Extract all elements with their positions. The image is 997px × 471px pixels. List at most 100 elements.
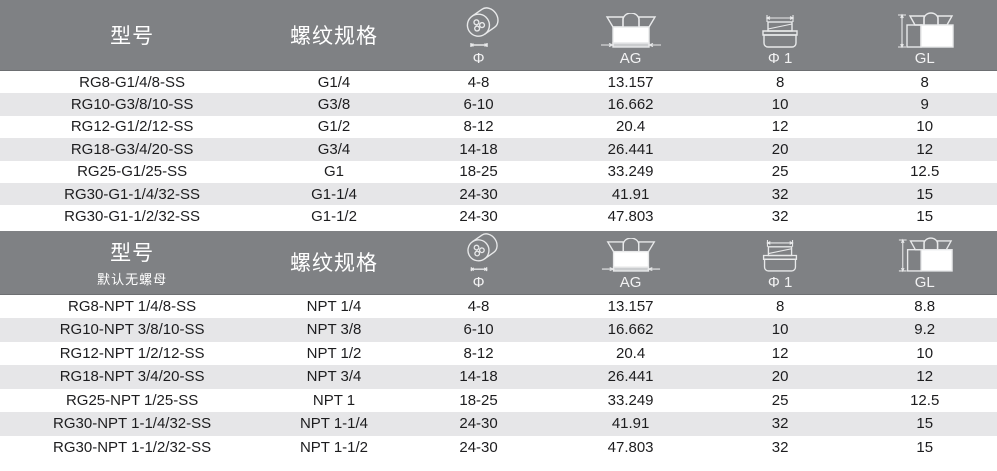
table-row: RG30-NPT 1-1/2/32-SS NPT 1-1/2 24-30 47.803… — [0, 435, 997, 460]
cable-range-cell: 24-30 — [459, 415, 498, 433]
thread-spec-cell: G1/4 — [317, 73, 351, 91]
ag-value-cell: 47.803 — [607, 438, 654, 456]
model-cell: RG30-NPT 1-1/4/32-SS — [53, 415, 212, 433]
gland-body-ag-icon — [600, 237, 661, 272]
gland-spec-table: 型号 螺纹规格 Φ AG Φ 1 GL RG8-G1/4/8-SS G1/4 4-8… — [0, 0, 997, 460]
model-cell: RG30-G1-1/4/32-SS — [64, 185, 201, 203]
cable-diameter-icon — [461, 7, 501, 48]
table-row: RG12-G1/2/12-SS G1/2 8-12 20.4 12 10 — [0, 115, 997, 139]
cable-range-cell: 6-10 — [463, 321, 494, 339]
cable-range-cell: 4-8 — [467, 73, 490, 91]
table-row: RG30-G1-1/4/32-SS G1-1/4 24-30 41.91 32 15 — [0, 182, 997, 206]
model-header-note: 默认无螺母 — [97, 271, 168, 287]
thread-spec-cell: NPT 1 — [312, 391, 356, 409]
thread-spec-cell: NPT 1-1/4 — [299, 415, 369, 433]
dim-label-ag: AG — [619, 50, 642, 67]
gland-length-icon — [897, 237, 953, 272]
cable-range-cell: 6-10 — [463, 96, 494, 114]
model-cell: RG25-NPT 1/25-SS — [65, 391, 199, 409]
ag-value-cell: 26.441 — [607, 140, 654, 158]
thread-spec-cell: NPT 1/2 — [306, 344, 362, 362]
model-cell: RG18-NPT 3/4/20-SS — [59, 368, 205, 386]
phi1-value-cell: 32 — [771, 438, 789, 456]
col-header-thread-diameter: Φ 1 — [708, 231, 853, 294]
table1-header: 型号 螺纹规格 Φ AG Φ 1 GL — [0, 0, 997, 71]
thread-diameter-icon — [763, 239, 798, 272]
phi1-value-cell: 12 — [771, 118, 789, 136]
table-row: RG8-NPT 1/4/8-SS NPT 1/4 4-8 13.157 8 8.8 — [0, 294, 997, 319]
gl-value-cell: 10 — [916, 344, 934, 362]
gl-value-cell: 15 — [916, 185, 934, 203]
phi1-value-cell: 20 — [771, 368, 789, 386]
cable-range-cell: 24-30 — [459, 208, 498, 226]
col-header-thread-spec: 螺纹规格 — [264, 0, 404, 70]
col-header-cable-diameter: Φ — [404, 231, 554, 294]
phi1-value-cell: 20 — [771, 140, 789, 158]
phi1-value-cell: 25 — [771, 391, 789, 409]
col-header-thread-length: GL — [852, 0, 997, 70]
model-cell: RG30-G1-1/2/32-SS — [64, 208, 201, 226]
gl-value-cell: 15 — [916, 415, 934, 433]
dim-label-phi1: Φ 1 — [767, 273, 793, 291]
table-row: RG25-G1/25-SS G1 18-25 33.249 25 12.5 — [0, 160, 997, 183]
phi1-value-cell: 32 — [771, 185, 789, 203]
table-row: RG8-G1/4/8-SS G1/4 4-8 13.157 8 8 — [0, 71, 997, 94]
col-header-across-flats: AG — [553, 231, 708, 294]
table-row: RG18-G3/4/20-SS G3/4 14-18 26.441 20 12 — [0, 138, 997, 161]
thread-diameter-icon — [762, 14, 798, 48]
thread-spec-cell: NPT 1/4 — [306, 297, 362, 315]
gl-value-cell: 9 — [920, 96, 929, 114]
phi1-value-cell: 12 — [771, 344, 789, 362]
dim-label-gl: GL — [914, 273, 935, 291]
cable-range-cell: 4-8 — [467, 297, 490, 315]
model-cell: RG8-G1/4/8-SS — [79, 73, 186, 91]
gl-value-cell: 9.2 — [914, 321, 936, 339]
ag-value-cell: 20.4 — [615, 344, 646, 362]
gl-value-cell: 15 — [916, 208, 934, 226]
cable-range-cell: 8-12 — [463, 344, 494, 362]
gl-value-cell: 12 — [916, 368, 934, 386]
gl-value-cell: 12.5 — [910, 163, 940, 181]
cable-range-cell: 24-30 — [459, 438, 498, 456]
ag-value-cell: 13.157 — [607, 297, 654, 315]
col-header-thread-spec: 螺纹规格 — [264, 231, 404, 294]
ag-value-cell: 20.4 — [615, 118, 646, 136]
table-row: RG12-NPT 1/2/12-SS NPT 1/2 8-12 20.4 12 10 — [0, 341, 997, 366]
col-header-across-flats: AG — [553, 0, 708, 70]
thread-spec-header-label: 螺纹规格 — [289, 252, 378, 276]
table2-rows: RG8-NPT 1/4/8-SS NPT 1/4 4-8 13.157 8 8.8 RG10… — [0, 294, 997, 460]
gl-value-cell: 10 — [916, 118, 934, 136]
cable-range-cell: 14-18 — [459, 140, 498, 158]
table1-rows: RG8-G1/4/8-SS G1/4 4-8 13.157 8 8 RG10-G3/8/10… — [0, 71, 997, 228]
ag-value-cell: 47.803 — [607, 208, 654, 226]
table2-header: 型号 默认无螺母 螺纹规格 Φ AG Φ 1 GL — [0, 230, 997, 295]
cable-range-cell: 24-30 — [459, 185, 498, 203]
table-row: RG10-G3/8/10-SS G3/8 6-10 16.662 10 9 — [0, 93, 997, 116]
dim-label-gl: GL — [914, 50, 935, 67]
model-cell: RG25-G1/25-SS — [77, 163, 188, 181]
table-row: RG10-NPT 3/8/10-SS NPT 3/8 6-10 16.662 10 9.2 — [0, 318, 997, 342]
dim-label-phi: Φ — [472, 50, 485, 67]
thread-spec-cell: G1-1/4 — [311, 185, 357, 203]
thread-spec-cell: NPT 3/8 — [306, 321, 362, 339]
col-header-thread-diameter: Φ 1 — [708, 0, 853, 70]
phi1-value-cell: 32 — [771, 208, 789, 226]
col-header-model: 型号 默认无螺母 — [0, 231, 264, 294]
ag-value-cell: 33.249 — [607, 163, 654, 181]
gland-length-icon — [897, 12, 954, 48]
dim-label-ag: AG — [619, 273, 642, 291]
table-row: RG18-NPT 3/4/20-SS NPT 3/4 14-18 26.441 20 12 — [0, 365, 997, 389]
phi1-value-cell: 25 — [771, 163, 789, 181]
ag-value-cell: 33.249 — [607, 391, 654, 409]
ag-value-cell: 16.662 — [607, 321, 654, 339]
cable-range-cell: 14-18 — [459, 368, 498, 386]
ag-value-cell: 13.157 — [607, 73, 654, 91]
ag-value-cell: 16.662 — [607, 96, 654, 114]
phi1-value-cell: 32 — [771, 415, 789, 433]
dim-label-phi1: Φ 1 — [767, 50, 793, 67]
model-cell: RG10-NPT 3/8/10-SS — [59, 321, 205, 339]
thread-spec-cell: G1/2 — [317, 118, 351, 136]
gl-value-cell: 15 — [916, 438, 934, 456]
thread-spec-cell: NPT 1-1/2 — [299, 438, 369, 456]
cable-diameter-icon — [462, 232, 500, 272]
